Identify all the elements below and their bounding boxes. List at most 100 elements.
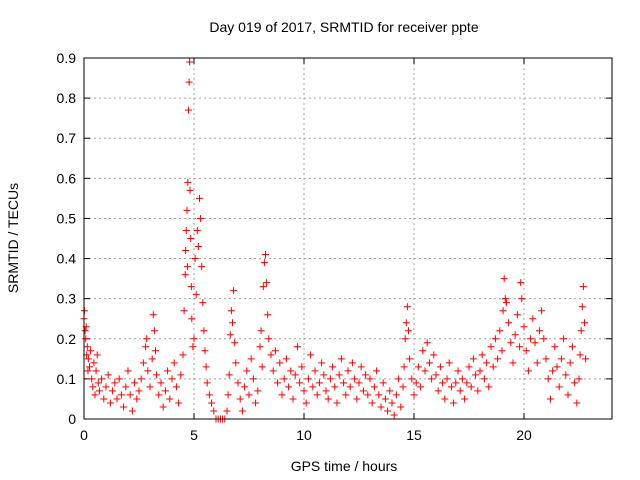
data-point xyxy=(126,391,134,399)
data-point xyxy=(282,355,290,363)
data-point xyxy=(148,355,156,363)
chart-title: Day 019 of 2017, SRMTID for receiver ppt… xyxy=(209,19,478,35)
data-point xyxy=(111,379,119,387)
data-point xyxy=(428,375,436,383)
data-point xyxy=(518,295,526,303)
data-point xyxy=(551,343,559,351)
data-point xyxy=(566,359,574,367)
data-point xyxy=(531,339,539,347)
data-point xyxy=(445,359,453,367)
data-point xyxy=(441,395,449,403)
x-tick-label: 20 xyxy=(516,427,532,443)
data-point xyxy=(511,331,519,339)
data-point xyxy=(419,347,427,355)
data-point xyxy=(194,243,202,251)
data-point xyxy=(259,283,267,291)
data-point xyxy=(320,371,328,379)
data-point xyxy=(450,399,458,407)
data-point xyxy=(249,375,257,383)
data-point xyxy=(184,178,192,186)
axis-ticks xyxy=(83,57,612,420)
data-point xyxy=(436,363,444,371)
data-point xyxy=(161,387,169,395)
data-point xyxy=(517,279,525,287)
data-point xyxy=(271,347,279,355)
data-point xyxy=(496,327,504,335)
data-point xyxy=(236,395,244,403)
x-tick-label: 15 xyxy=(406,427,422,443)
data-point xyxy=(224,391,232,399)
data-point xyxy=(263,279,271,287)
data-point xyxy=(291,371,299,379)
data-point xyxy=(304,375,312,383)
data-point xyxy=(185,106,192,114)
data-point xyxy=(549,367,557,375)
data-point xyxy=(533,359,541,367)
data-point xyxy=(362,371,370,379)
data-point xyxy=(90,359,98,367)
data-point xyxy=(210,407,218,415)
data-point xyxy=(425,359,433,367)
data-point xyxy=(392,391,400,399)
data-point xyxy=(342,391,350,399)
data-point xyxy=(337,355,345,363)
data-point xyxy=(346,383,354,391)
data-point xyxy=(229,319,236,327)
data-point xyxy=(434,387,442,395)
data-point xyxy=(285,383,293,391)
data-point xyxy=(191,255,199,263)
data-point xyxy=(181,271,189,279)
data-point xyxy=(311,367,319,375)
data-point xyxy=(183,206,191,214)
data-point xyxy=(397,403,405,411)
x-axis-label: GPS time / hours xyxy=(291,458,398,474)
data-point xyxy=(179,351,187,359)
data-point xyxy=(388,399,396,407)
data-point xyxy=(377,403,385,411)
data-point xyxy=(500,275,508,283)
data-point xyxy=(562,371,570,379)
data-point xyxy=(298,363,306,371)
data-point xyxy=(241,383,249,391)
data-point xyxy=(86,363,93,371)
data-point xyxy=(146,383,154,391)
data-point xyxy=(256,343,264,351)
data-point xyxy=(417,383,425,391)
x-tick-label: 0 xyxy=(80,427,88,443)
data-point xyxy=(155,391,163,399)
data-point xyxy=(196,194,203,202)
data-point xyxy=(238,407,246,415)
data-point xyxy=(200,327,208,335)
data-point xyxy=(522,347,530,355)
data-point xyxy=(472,371,480,379)
data-point xyxy=(309,383,317,391)
data-point xyxy=(83,343,91,351)
data-point xyxy=(335,371,343,379)
data-point xyxy=(546,395,554,403)
data-point xyxy=(315,379,323,387)
data-point xyxy=(516,343,524,351)
data-point xyxy=(150,327,158,335)
data-point xyxy=(461,395,469,403)
x-tick-label: 10 xyxy=(296,427,312,443)
data-point xyxy=(172,383,180,391)
data-point xyxy=(198,263,206,271)
data-point xyxy=(159,403,167,411)
data-point xyxy=(231,339,239,347)
y-axis-label: SRMTID / TECUs xyxy=(5,183,21,293)
y-tick-label: 0.7 xyxy=(57,130,77,146)
y-tick-label: 0 xyxy=(68,411,76,427)
data-point xyxy=(359,387,367,395)
data-point xyxy=(507,339,515,347)
data-point xyxy=(189,343,197,351)
data-point xyxy=(560,335,568,343)
data-point xyxy=(577,327,585,335)
data-point xyxy=(524,367,532,375)
data-point xyxy=(575,375,583,383)
data-point xyxy=(333,399,341,407)
data-point xyxy=(135,387,143,395)
data-point xyxy=(278,391,286,399)
data-point xyxy=(414,363,422,371)
data-point xyxy=(124,367,132,375)
